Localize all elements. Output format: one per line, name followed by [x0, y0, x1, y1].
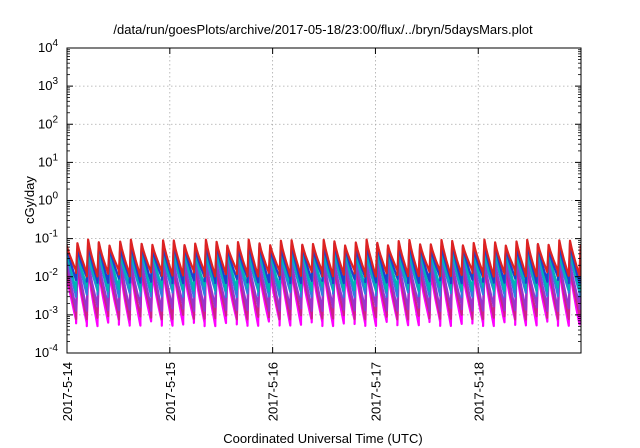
y-tick-label: 100 [38, 191, 58, 208]
series-line [67, 261, 581, 321]
series-line [67, 238, 581, 278]
series-line [67, 241, 581, 285]
y-tick-label: 102 [38, 114, 58, 131]
x-axis-label: Coordinated Universal Time (UTC) [223, 431, 422, 446]
axis-ticks [66, 47, 581, 354]
series-line [67, 246, 581, 293]
chart-title: /data/run/goesPlots/archive/2017-05-18/2… [113, 22, 533, 37]
y-tick-label: 103 [38, 76, 58, 93]
x-tick-label: 2017-5-14 [60, 362, 75, 421]
y-tick-labels: 10-4 10-3 10-2 10-1 100 101 102 103 104 [35, 38, 59, 360]
data-series [67, 238, 581, 328]
x-tick-labels: 2017-5-14 2017-5-15 2017-5-16 2017-5-17 2017… [60, 362, 486, 421]
y-tick-label: 101 [38, 152, 58, 169]
y-axis-label: cGy/day [22, 176, 37, 224]
y-tick-label: 10-1 [35, 229, 59, 246]
series-line [67, 254, 581, 312]
x-tick-label: 2017-5-15 [163, 362, 178, 421]
y-tick-label: 10-4 [35, 343, 59, 360]
x-tick-label: 2017-5-17 [368, 362, 383, 421]
y-tick-label: 104 [38, 38, 58, 55]
x-tick-label: 2017-5-18 [471, 362, 486, 421]
y-tick-label: 10-3 [35, 305, 59, 322]
y-tick-label: 10-2 [35, 267, 59, 284]
x-tick-label: 2017-5-16 [266, 362, 281, 421]
